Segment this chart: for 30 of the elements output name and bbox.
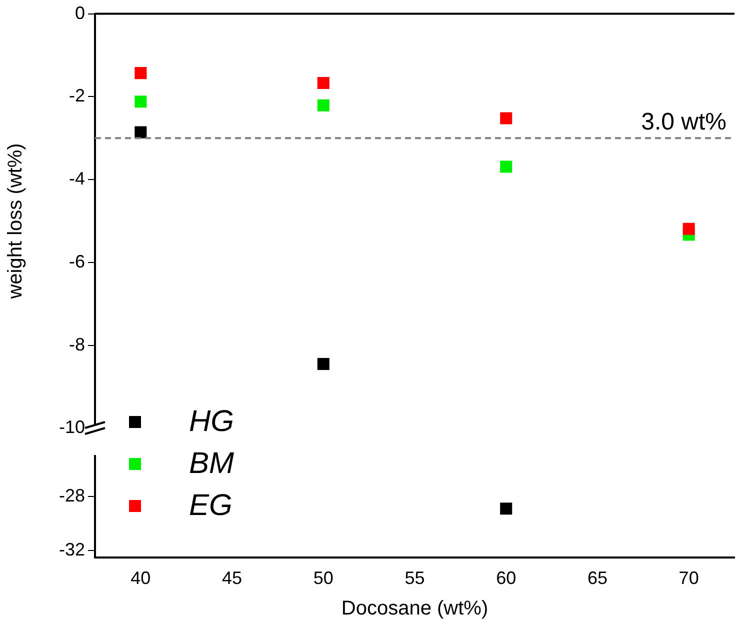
x-tick-label: 65 [587,568,608,588]
x-tick-label: 60 [496,568,516,588]
legend-label: BM [189,447,234,482]
y-tick-label: -4 [68,168,85,189]
y-tick-label: -2 [68,86,85,106]
ref-line-label: 3.0 wt% [641,108,726,136]
point [682,222,695,235]
y-axis-title: weight loss (wt%) [4,143,27,300]
x-tick-label: 40 [130,568,151,588]
legend-label: EG [189,489,232,524]
y-tick-label: -6 [68,251,85,272]
x-tick-label: 45 [222,568,242,588]
y-tick-label: -8 [68,334,85,354]
y-tick-label: -28 [58,485,85,506]
legend-label: HG [189,405,234,440]
y-tick-label: -10 [58,417,85,438]
x-tick-label: 70 [678,568,699,588]
x-axis-title: Docosane (wt%) [341,598,488,620]
x-tick-label: 50 [313,568,334,588]
y-tick-label: -32 [58,540,85,560]
point [134,67,147,80]
point [134,96,147,108]
point [317,99,330,112]
point [500,160,512,173]
x-tick-label: 55 [404,568,425,588]
point [500,112,512,124]
point [134,126,147,138]
y-tick-label: 0 [74,2,85,23]
point [317,76,330,90]
point [317,358,330,370]
